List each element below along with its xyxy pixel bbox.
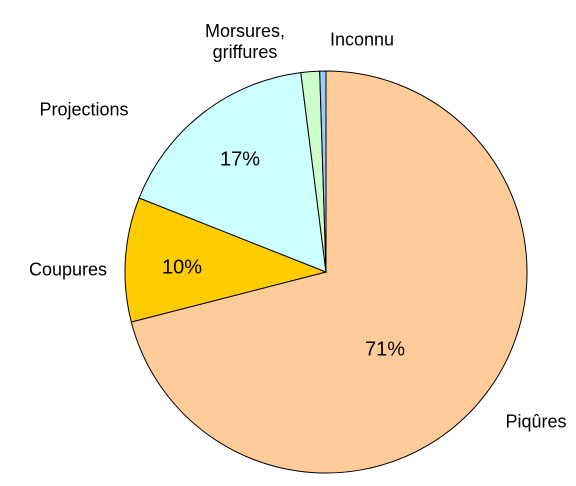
category-label: Projections xyxy=(39,99,129,120)
category-label: Inconnu xyxy=(329,29,395,50)
data-label: 17% xyxy=(219,148,261,171)
category-label: Coupures xyxy=(28,259,108,280)
category-label: Morsures, griffures xyxy=(204,21,285,62)
data-label: 10% xyxy=(161,256,203,279)
category-label: Piqûres xyxy=(505,411,567,432)
data-label: 71% xyxy=(364,338,406,361)
pie-slice xyxy=(319,70,327,273)
pie-slice xyxy=(124,197,328,323)
pie-slice xyxy=(138,72,327,273)
pie-slice xyxy=(130,70,528,474)
